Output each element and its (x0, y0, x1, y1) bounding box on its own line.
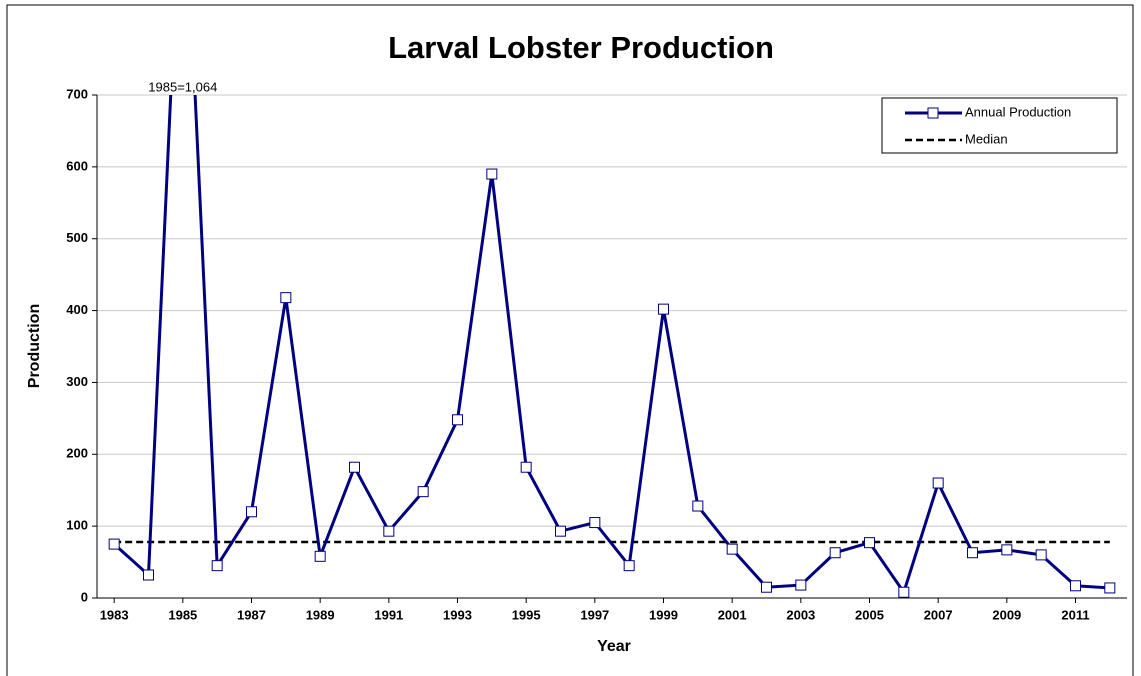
y-tick-label: 600 (66, 158, 88, 173)
x-tick-label: 1997 (580, 607, 609, 622)
data-point (589, 517, 601, 529)
data-point (383, 525, 395, 537)
data-point (246, 506, 257, 518)
data-point (623, 560, 635, 572)
data-point (349, 461, 360, 473)
data-point (211, 560, 223, 572)
data-line (113, 95, 1110, 596)
data-point (486, 168, 498, 180)
x-tick-label: 1999 (649, 607, 678, 622)
data-point (280, 292, 292, 304)
x-tick-label: 2011 (1061, 607, 1089, 622)
x-tick-label: 1987 (237, 607, 266, 622)
data-point (452, 414, 463, 426)
x-tick-label: 1985 (168, 607, 197, 622)
x-tick-label: 1991 (374, 607, 403, 622)
legend-label: Annual Production (965, 104, 1071, 119)
y-tick-label: 100 (66, 518, 88, 533)
data-point (314, 550, 326, 562)
data-point (726, 543, 738, 555)
y-tick-label: 400 (66, 302, 88, 317)
x-tick-label: 1989 (306, 607, 335, 622)
annotation: 1985=1,064 (148, 79, 217, 94)
data-point (143, 569, 154, 581)
data-point (967, 547, 978, 559)
y-tick-label: 0 (81, 589, 88, 604)
x-tick-label: 2001 (718, 607, 747, 622)
data-point (520, 461, 532, 473)
legend-box (881, 97, 1118, 154)
x-tick-label: 1995 (512, 607, 541, 622)
chart-title: Larval Lobster Production (388, 30, 774, 65)
x-tick-label: 2005 (855, 607, 884, 622)
y-tick-label: 700 (66, 86, 88, 101)
data-point (1035, 549, 1047, 561)
data-point (1001, 544, 1013, 556)
legend-label: Median (965, 131, 1008, 146)
data-point (1070, 580, 1081, 592)
data-point (692, 500, 704, 512)
data-point (108, 538, 120, 550)
data-point (1104, 582, 1116, 594)
data-point (761, 581, 772, 593)
data-point (417, 486, 429, 498)
chart-border (6, 4, 1134, 676)
data-point (555, 525, 566, 537)
x-tick-label: 1983 (100, 607, 129, 622)
plot-area (108, 95, 1116, 598)
legend-swatch-marker (927, 107, 939, 119)
x-tick-label: 1993 (443, 607, 472, 622)
data-point (932, 477, 944, 489)
y-tick-label: 300 (66, 374, 88, 389)
data-point (864, 537, 875, 549)
x-tick-label: 2009 (992, 607, 1021, 622)
x-tick-label: 2007 (924, 607, 953, 622)
data-point (898, 586, 910, 598)
y-tick-label: 500 (66, 230, 88, 245)
data-point (795, 579, 807, 591)
y-axis-label: Production (26, 304, 43, 388)
x-tick-label: 2003 (786, 607, 815, 622)
data-point (829, 547, 841, 559)
data-point (658, 303, 669, 315)
x-axis-label: Year (597, 638, 631, 655)
y-tick-label: 200 (66, 446, 88, 461)
